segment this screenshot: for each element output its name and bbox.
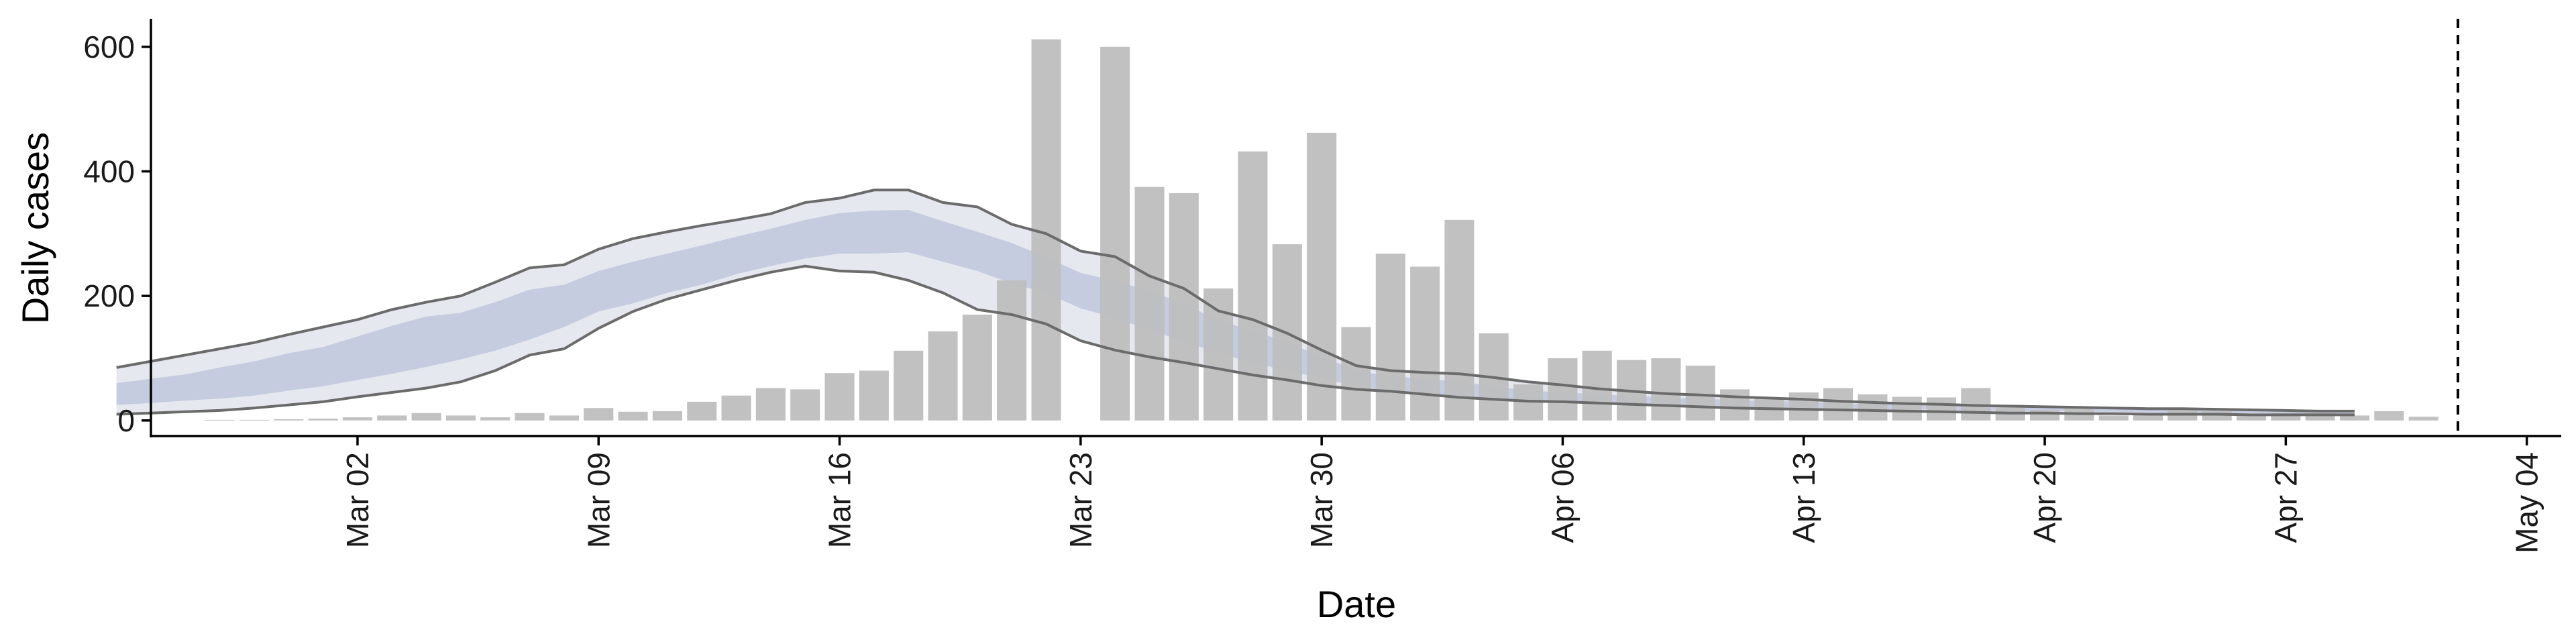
bar xyxy=(239,419,269,421)
bar xyxy=(2340,415,2370,421)
bar xyxy=(411,413,441,421)
lower-bound-line xyxy=(116,264,2355,417)
bar xyxy=(721,395,751,421)
x-tick-label: Mar 09 xyxy=(581,452,616,548)
bar xyxy=(584,408,614,421)
bar xyxy=(894,350,924,421)
bar xyxy=(1238,151,1268,421)
y-axis-ticks: 0 200 400 600 xyxy=(83,30,151,438)
bar xyxy=(1375,254,1405,421)
x-axis-title: Date xyxy=(1317,583,1396,625)
y-tick-label: 400 xyxy=(83,154,135,189)
bar xyxy=(2098,415,2129,421)
bar xyxy=(997,280,1027,421)
y-tick-label: 0 xyxy=(117,403,135,438)
x-tick-label: Mar 02 xyxy=(340,452,375,548)
bar xyxy=(2374,411,2404,421)
bar xyxy=(1169,193,1199,421)
x-axis-ticks: Mar 02 Mar 09 Mar 16 Mar 23 Mar 30 Apr 06 Apr … xyxy=(340,436,2544,553)
upper-bound-line xyxy=(116,189,2355,413)
x-tick-label: Apr 20 xyxy=(2027,452,2062,543)
bar xyxy=(1410,266,1440,421)
bar xyxy=(1788,392,1819,421)
bar xyxy=(445,415,476,421)
x-tick-label: May 04 xyxy=(2510,452,2544,553)
x-tick-label: Apr 06 xyxy=(1545,452,1580,543)
bars-layer xyxy=(205,39,2438,421)
x-tick-label: Apr 27 xyxy=(2268,452,2303,543)
bar xyxy=(274,419,304,421)
bar xyxy=(1100,46,1130,421)
bar xyxy=(2237,414,2267,421)
bar xyxy=(652,411,682,421)
bar xyxy=(1444,219,1474,421)
bar xyxy=(1892,396,1922,421)
bar xyxy=(824,373,855,421)
band-90-area xyxy=(116,190,2355,415)
y-axis-title: Daily cases xyxy=(14,132,56,324)
bar xyxy=(1823,388,1854,421)
x-tick-label: Mar 30 xyxy=(1304,452,1339,548)
bar xyxy=(1307,132,1337,421)
bar xyxy=(2030,410,2060,421)
bar xyxy=(342,417,372,421)
bar xyxy=(1651,358,1681,421)
bar xyxy=(377,415,407,421)
bar xyxy=(2133,413,2163,421)
bar xyxy=(549,415,579,421)
bar xyxy=(755,388,786,421)
bar xyxy=(205,419,235,421)
bar xyxy=(1134,186,1165,421)
bar xyxy=(687,401,717,421)
bar xyxy=(1548,358,1578,421)
bar xyxy=(618,411,648,421)
x-tick-label: Apr 13 xyxy=(1786,452,1821,543)
y-tick-label: 200 xyxy=(83,278,135,313)
bar xyxy=(859,370,889,421)
band-50-area xyxy=(116,210,2355,414)
bar xyxy=(790,389,820,421)
x-tick-label: Mar 23 xyxy=(1063,452,1098,548)
bar xyxy=(2202,411,2232,421)
x-tick-label: Mar 16 xyxy=(822,452,857,548)
bar xyxy=(480,417,511,421)
bar xyxy=(2408,417,2438,421)
y-tick-label: 600 xyxy=(83,30,135,64)
bar xyxy=(962,315,992,421)
bar xyxy=(1341,327,1371,421)
bar xyxy=(1858,394,1888,421)
bar xyxy=(1203,288,1234,421)
bar xyxy=(1927,397,1957,421)
bar xyxy=(1685,366,1715,421)
model-lines-layer xyxy=(116,189,2355,417)
bar xyxy=(308,419,338,421)
bar xyxy=(1582,350,1612,421)
bar xyxy=(2271,413,2301,421)
bar xyxy=(928,331,958,421)
bar xyxy=(515,413,545,421)
bar xyxy=(2305,413,2335,421)
model-band-layer xyxy=(116,190,2355,415)
bar xyxy=(1720,389,1750,421)
